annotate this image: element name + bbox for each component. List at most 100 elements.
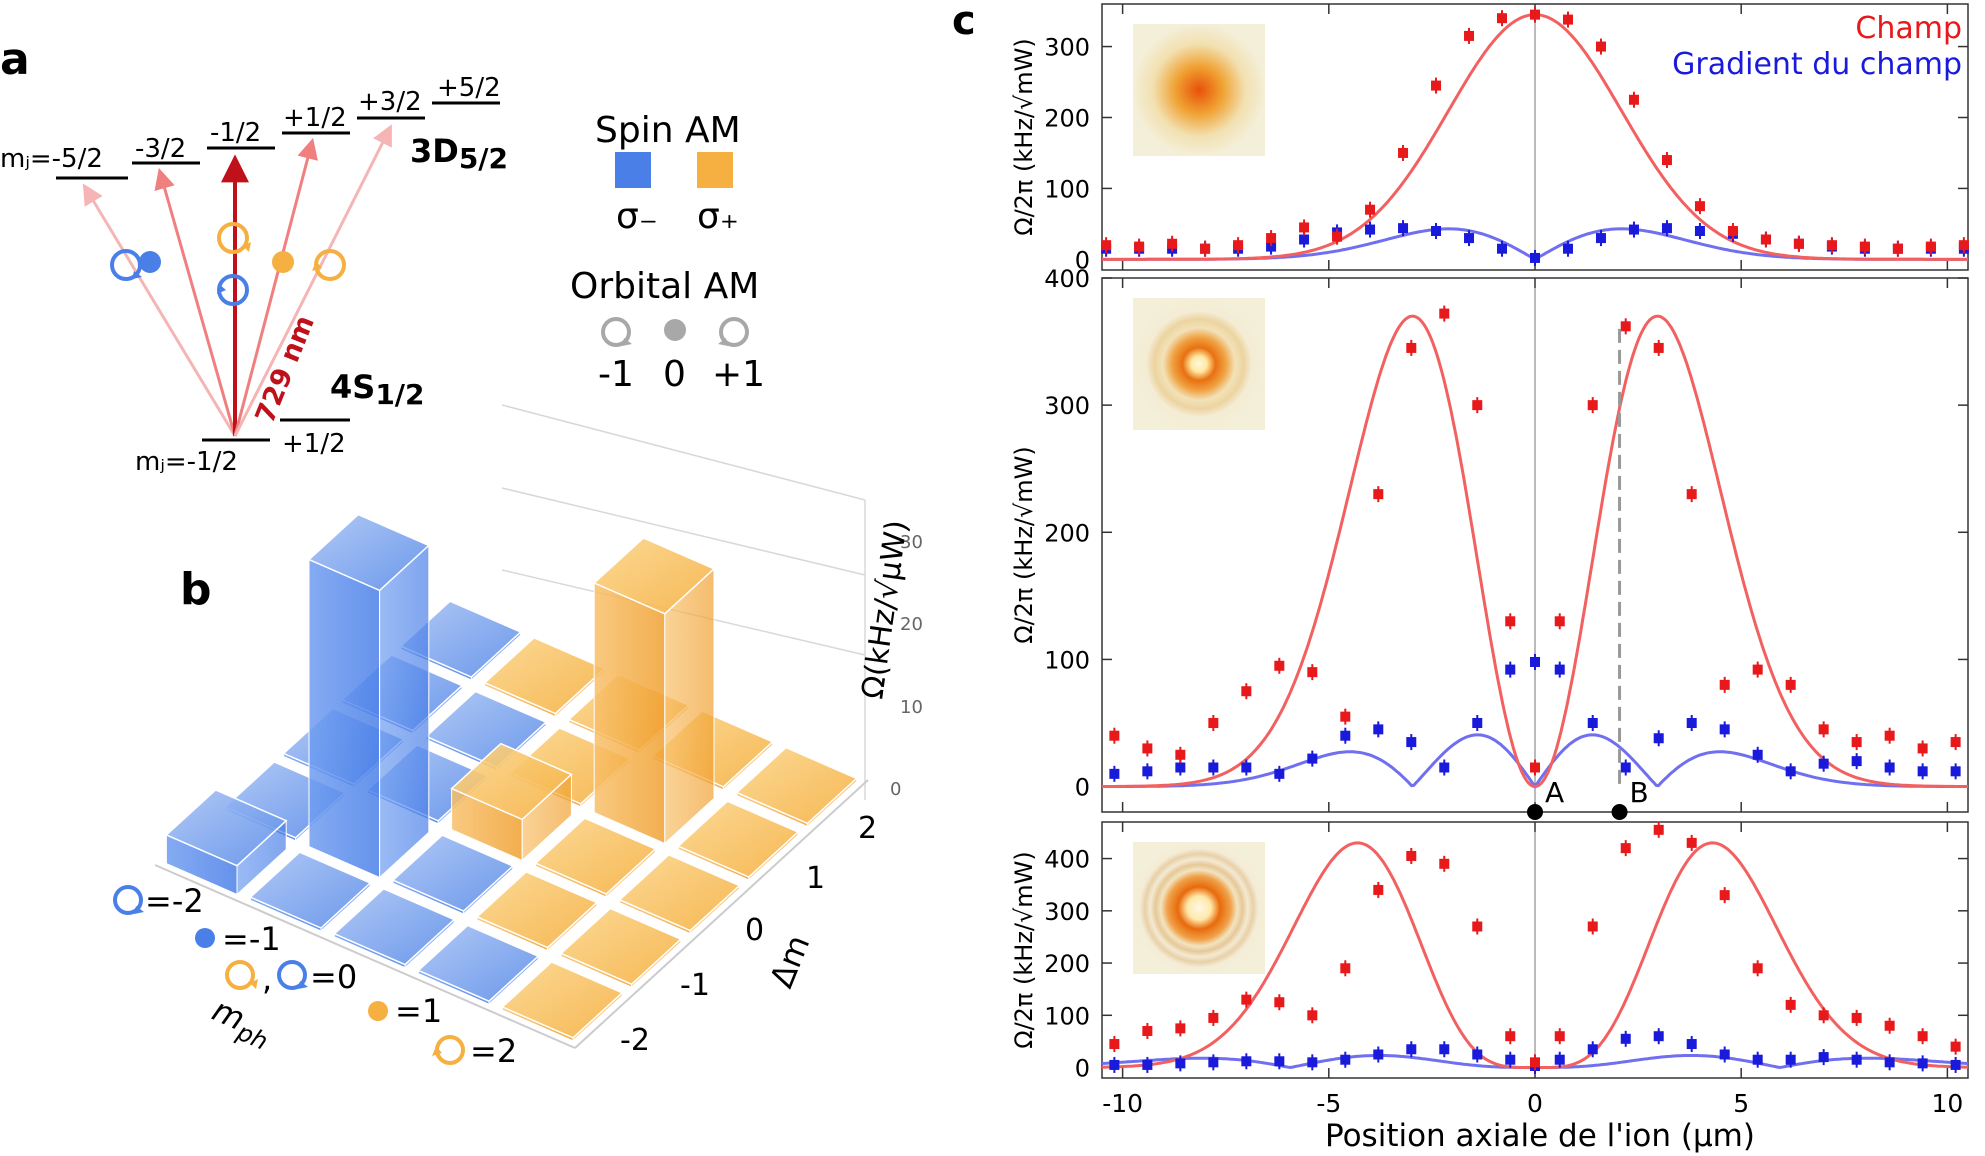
gradient-data-point [1851,756,1862,767]
beam-profile-pattern [1133,24,1265,156]
bar-top-face [333,887,456,966]
gradient-data-point [1530,252,1540,263]
y-tick-label: 400 [1044,265,1090,293]
field-data-point [1167,238,1178,249]
sigma-plus-swatch [697,152,733,188]
gradient-data-point [1406,1044,1417,1055]
field-data-point [1562,14,1573,25]
orbital-cw-icon [312,249,346,281]
gradient-data-point [1241,762,1252,773]
mph-tick: =-1 [222,920,281,958]
field-data-point [1686,837,1697,848]
gradient-data-point [1175,762,1186,773]
field-data-point [1587,921,1598,932]
gradient-data-point [1365,224,1376,235]
gradient-data-point [1950,1059,1961,1070]
floor-tile [391,834,515,916]
mph-axis-label: mph [204,991,278,1056]
field-data-point [1628,94,1639,105]
y-tick-label: 400 [1044,846,1090,874]
mph-tick-separator: , [262,960,272,998]
gradient-data-point [1587,718,1598,728]
bar-top-face [165,789,288,867]
field-data-point [1595,41,1606,52]
field-data-point [1208,1012,1219,1023]
gradient-data-point [1439,762,1450,773]
orbital-value: -1 [598,354,634,395]
orbital-cw-icon [217,222,251,254]
spin-am-title: Spin AM [595,110,741,151]
bar-side-face [379,544,430,879]
y-tick-label: 100 [1044,646,1090,674]
gradient-data-point [1595,233,1606,244]
gradient-data-point [1752,749,1763,760]
d-level-label: +3/2 [358,87,422,117]
field-data-point [1406,850,1417,861]
position-marker-dot [1611,804,1628,820]
gradient-data-point [1464,233,1475,244]
field-data-point [1299,222,1310,233]
s-level-label: mⱼ=-1/2 [135,447,238,477]
field-data-point [1530,9,1540,20]
field-data-point [1134,241,1145,252]
field-data-point [1958,240,1969,251]
bar-top-face [307,513,431,592]
gradient-data-point [1620,762,1631,773]
orbital-cw-icon [432,1035,465,1065]
field-data-point [1208,718,1219,728]
orbital-zero-icon [664,319,686,341]
dm-tick: -1 [680,968,710,1003]
gradient-data-point [1340,730,1351,741]
field-data-point [1818,724,1829,735]
field-data-point [1620,843,1631,854]
orbital-ccw-icon [277,960,308,990]
field-data-point [1793,238,1804,249]
sigma-minus-label: σ₋ [616,196,658,237]
y-tick-label: 300 [1044,392,1090,420]
field-data-point [1439,308,1450,319]
field-data-point [1686,489,1697,500]
bar-3d [165,789,288,896]
field-data-point [1653,342,1664,353]
field-data-point [1530,762,1540,773]
panel-label-a: a [0,34,30,85]
gradient-data-point [1274,768,1285,779]
position-marker-dot [1527,804,1543,820]
gradient-data-point [1752,1054,1763,1065]
spin-orbital-legend: Spin AM σ₋ σ₊ Orbital AM -1 0 +1 [570,110,765,395]
gradient-data-point [1686,1039,1697,1050]
field-data-point [1398,147,1409,158]
gradient-data-point [1307,753,1318,764]
d-level-label: -1/2 [210,118,261,148]
gradient-data-point [1142,766,1153,777]
field-data-point [1307,667,1318,678]
gradient-data-point [1785,766,1796,777]
gradient-data-point [1398,223,1409,234]
mph-tick: =2 [470,1032,517,1070]
bars-3d [165,513,716,896]
z-axis-tick: 0 [890,779,901,800]
y-tick-label: 200 [1044,950,1090,978]
d-state-label: 3D5/2 [410,132,508,175]
field-data-point [1752,963,1763,974]
bar-side-face [664,567,715,845]
field-data-point [1472,921,1483,932]
field-data-point [1530,1057,1540,1068]
z-axis-tick: 30 [900,532,923,553]
floor-tile [424,690,548,772]
gradient-data-point [1562,243,1573,254]
field-data-point [1661,155,1672,166]
floor-tile [534,817,657,899]
field-data-point [1101,240,1112,251]
field-data-point [1851,737,1862,748]
orbital-value: +1 [712,354,765,395]
subplot-vortex-l1: 0 100 200 300 400 Ω/2π (kHz/√mW) A B [1010,265,1969,820]
transition-arrow [154,167,237,437]
gradient-data-point [1175,1058,1186,1069]
gradient-data-point [1497,243,1508,254]
bar-top-face [391,834,515,912]
field-data-point [1373,489,1384,500]
sigma-plus-label: σ₊ [697,196,739,237]
orbital-zero-icon [195,928,215,948]
